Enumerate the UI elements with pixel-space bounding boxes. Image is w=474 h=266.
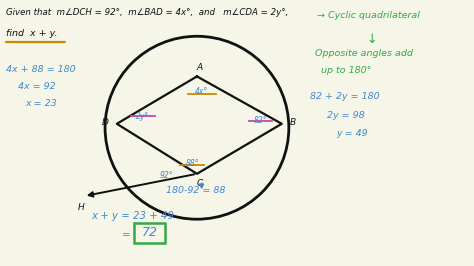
Text: → Cyclic quadrilateral: → Cyclic quadrilateral [317,11,420,20]
Text: x = 23: x = 23 [25,99,56,108]
Text: 82°: 82° [254,116,267,125]
Text: 4x°: 4x° [195,87,208,96]
Text: 92°: 92° [160,171,173,180]
Text: Opposite angles add: Opposite angles add [315,49,413,58]
Text: H: H [78,203,85,212]
Text: find  x + y.: find x + y. [6,29,58,38]
Text: 4x + 88 = 180: 4x + 88 = 180 [6,65,76,74]
Text: Given that  m∠DCH = 92°,  m∠BAD = 4x°,  and   m∠CDA = 2y°,: Given that m∠DCH = 92°, m∠BAD = 4x°, and… [6,8,289,17]
Text: D: D [101,118,109,127]
Text: A: A [196,63,202,72]
Text: 2y°: 2y° [136,112,149,121]
Text: x + y = 23 + 49: x + y = 23 + 49 [91,211,174,221]
Text: 180-92 = 88: 180-92 = 88 [166,186,226,195]
Text: B: B [290,118,296,127]
Text: 4x = 92: 4x = 92 [18,82,55,91]
Text: y = 49: y = 49 [336,129,367,138]
Text: 88°: 88° [185,159,199,168]
Text: 72: 72 [141,226,157,239]
FancyBboxPatch shape [134,223,165,243]
Text: up to 180°: up to 180° [315,66,371,75]
Text: C: C [196,178,202,188]
Text: 82 + 2y = 180: 82 + 2y = 180 [310,92,380,101]
Text: 2y = 98: 2y = 98 [327,111,364,120]
Text: =: = [121,230,130,240]
Text: ↓: ↓ [366,33,376,46]
